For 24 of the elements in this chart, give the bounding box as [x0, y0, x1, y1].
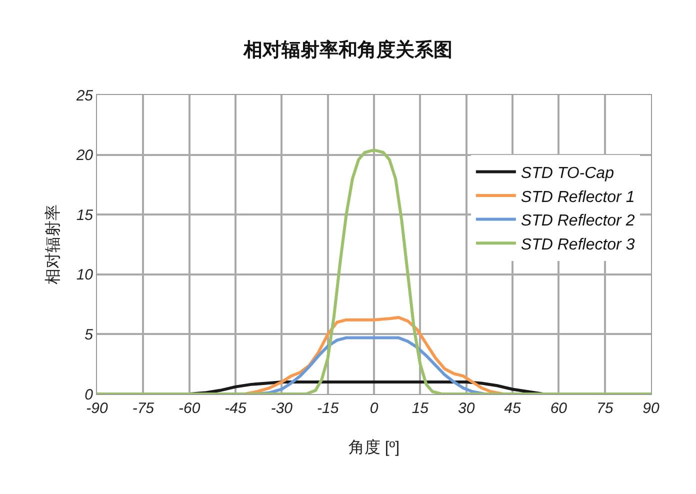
- chart-title: 相对辐射率和角度关系图: [242, 39, 452, 62]
- x-axis-title: 角度 [º]: [348, 438, 400, 457]
- x-tick-label: 15: [412, 400, 430, 417]
- x-tick-label: -15: [316, 400, 340, 417]
- x-tick-label: -75: [132, 400, 155, 417]
- y-tick-label: 5: [84, 326, 94, 344]
- x-tick-label: -45: [224, 400, 247, 417]
- y-axis-title: 相对辐射率: [44, 204, 62, 284]
- y-tick-label: 10: [76, 266, 94, 284]
- x-tick-label: 45: [504, 400, 522, 417]
- x-tick-label: 60: [550, 400, 568, 417]
- legend-label: STD Reflector 3: [520, 236, 635, 254]
- x-tick-label: 30: [458, 400, 476, 417]
- x-tick-label: 90: [642, 400, 660, 417]
- y-tick-label: 15: [76, 206, 94, 224]
- x-tick-label: -30: [270, 400, 294, 417]
- legend-label: STD Reflector 1: [520, 188, 635, 206]
- x-tick-label: 0: [370, 400, 379, 417]
- legend-label: STD TO-Cap: [520, 164, 614, 182]
- y-tick-label: 20: [75, 147, 94, 164]
- y-tick-label: 25: [75, 87, 94, 104]
- x-tick-label: 75: [596, 400, 614, 417]
- x-tick-label: -60: [178, 400, 201, 417]
- legend-label: STD Reflector 2: [520, 212, 635, 230]
